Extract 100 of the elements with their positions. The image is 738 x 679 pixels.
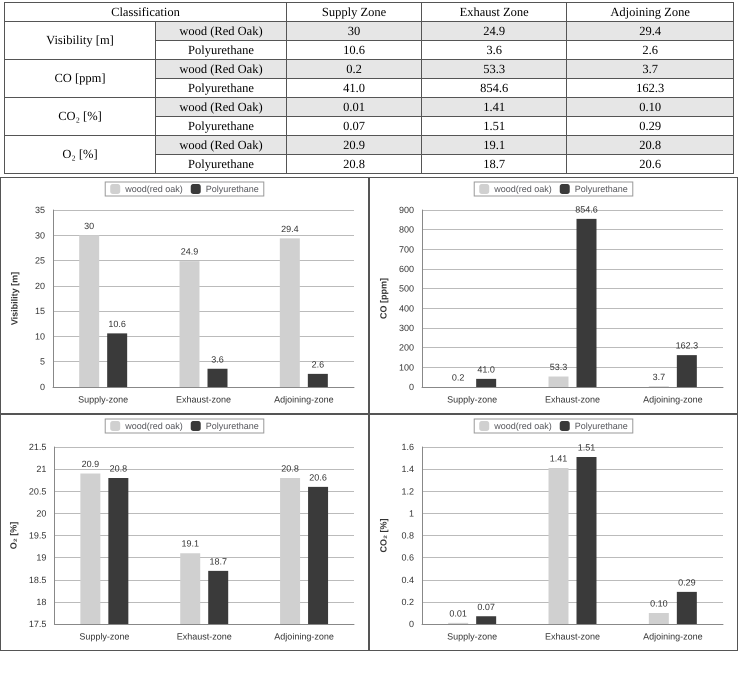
data-label: 20.8 [110,463,128,474]
y-tick-label: 800 [398,224,414,235]
category-label: Polyurethane [188,42,254,56]
y-tick-label: 0 [40,382,45,392]
y-tick-label: 100 [398,362,414,372]
legend-label: wood(red oak) [124,184,183,194]
text: 1.51 [483,118,506,132]
bar [548,376,568,387]
text: 3.7 [642,62,658,76]
data-label: 0.01 [449,608,467,618]
legend-label: wood(red oak) [124,421,183,431]
legend-label: Polyurethane [574,421,628,431]
y-tick-label: 17.5 [28,619,46,629]
y-tick-label: 400 [398,303,414,314]
data-label: 30 [84,220,94,231]
category-label: Adjoining Zone [566,2,734,22]
bar [79,235,100,387]
legend-label: Polyurethane [574,184,628,194]
y-tick-label: 0 [408,619,414,629]
y-tick-label: 0.8 [401,530,414,540]
legend-label: Polyurethane [206,421,259,431]
category-label: Supply Zone [286,2,422,22]
y-tick-label: 21.5 [28,442,46,452]
text: 20.6 [639,156,662,170]
y-tick-label: 0 [408,382,414,392]
category-label: Polyurethane [188,156,254,170]
data-label: 24.9 [180,246,198,257]
bar [107,333,128,387]
x-tick-label: Exhaust-zone [176,394,232,404]
y-tick-label: 18 [36,596,46,607]
category-label: Polyurethane [188,80,254,94]
x-tick-label: Exhaust-zone [544,632,600,642]
y-tick-label: 19 [36,552,46,563]
data-label: 162.3 [676,340,698,351]
y-tick-label: 19.5 [28,530,46,540]
x-tick-label: Supply-zone [447,632,498,642]
y-axis-title: CO₂ [%] [378,518,388,552]
y-tick-label: 20 [34,280,45,291]
bar [648,612,669,624]
y-tick-label: 18.5 [28,574,46,585]
category-label: Polyurethane [188,118,254,132]
x-tick-label: Supply-zone [78,394,128,404]
category-label: CO₂ [%] [58,109,102,123]
data-label: 20.8 [281,463,299,474]
x-tick-label: Supply-zone [447,394,498,404]
text: 29.4 [639,24,662,38]
text: 18.7 [483,156,506,170]
data-label: 3.6 [211,354,224,364]
text: 0.2 [346,62,362,76]
bar [676,592,697,624]
text: 162.3 [636,80,664,94]
text: 20.8 [639,138,662,152]
y-tick-label: 15 [34,306,45,316]
x-tick-label: Supply-zone [79,632,130,642]
text: 41.0 [343,80,365,94]
y-tick-label: 35 [34,205,45,215]
data-label: 29.4 [281,224,299,234]
category-label: wood (Red Oak) [179,138,263,152]
category-label: wood (Red Oak) [179,62,263,76]
legend-label: Polyurethane [206,184,259,194]
text: 19.1 [483,138,506,152]
x-tick-label: Adjoining-zone [643,394,703,404]
legend-label: wood(red oak) [493,421,552,431]
y-axis-title: Visibility [m] [10,272,20,326]
text: 20.9 [343,138,365,152]
category-label: Visibility [m] [46,33,114,47]
bar [548,468,568,624]
bar [576,218,596,387]
category-label: wood (Red Oak) [179,100,263,114]
y-tick-label: 10 [34,331,45,342]
y-axis-title: O₂ [%] [8,522,18,550]
y-tick-label: 0.6 [401,552,414,563]
text: 854.6 [480,80,508,94]
y-tick-label: 21 [36,464,46,474]
y-tick-label: 1.2 [401,486,414,496]
bar [208,368,228,387]
data-label: 53.3 [550,362,568,372]
y-tick-label: 500 [398,284,414,294]
x-tick-label: Adjoining-zone [274,394,334,404]
y-tick-label: 900 [398,205,414,215]
y-tick-label: 0.4 [401,574,414,585]
category-label: Exhaust Zone [422,2,567,22]
y-tick-label: 600 [398,264,414,274]
data-label: 1.41 [550,454,568,464]
y-tick-label: 200 [398,342,414,353]
y-tick-label: 25 [34,256,45,266]
data-label: 20.6 [309,472,327,482]
data-label: 18.7 [209,556,227,566]
category-label: CO [ppm] [54,71,106,85]
category-label: wood (Red Oak) [179,24,263,38]
text: Classification [4,2,286,22]
y-tick-label: 700 [398,244,414,254]
data-label: 10.6 [108,318,126,329]
x-tick-label: Exhaust-zone [176,632,232,642]
y-tick-label: 20.5 [28,486,46,496]
x-tick-label: Adjoining-zone [274,632,334,642]
text: 24.9 [483,24,506,38]
text: 20.8 [343,156,365,170]
bar [280,238,300,387]
data-label: 0.29 [678,577,696,588]
